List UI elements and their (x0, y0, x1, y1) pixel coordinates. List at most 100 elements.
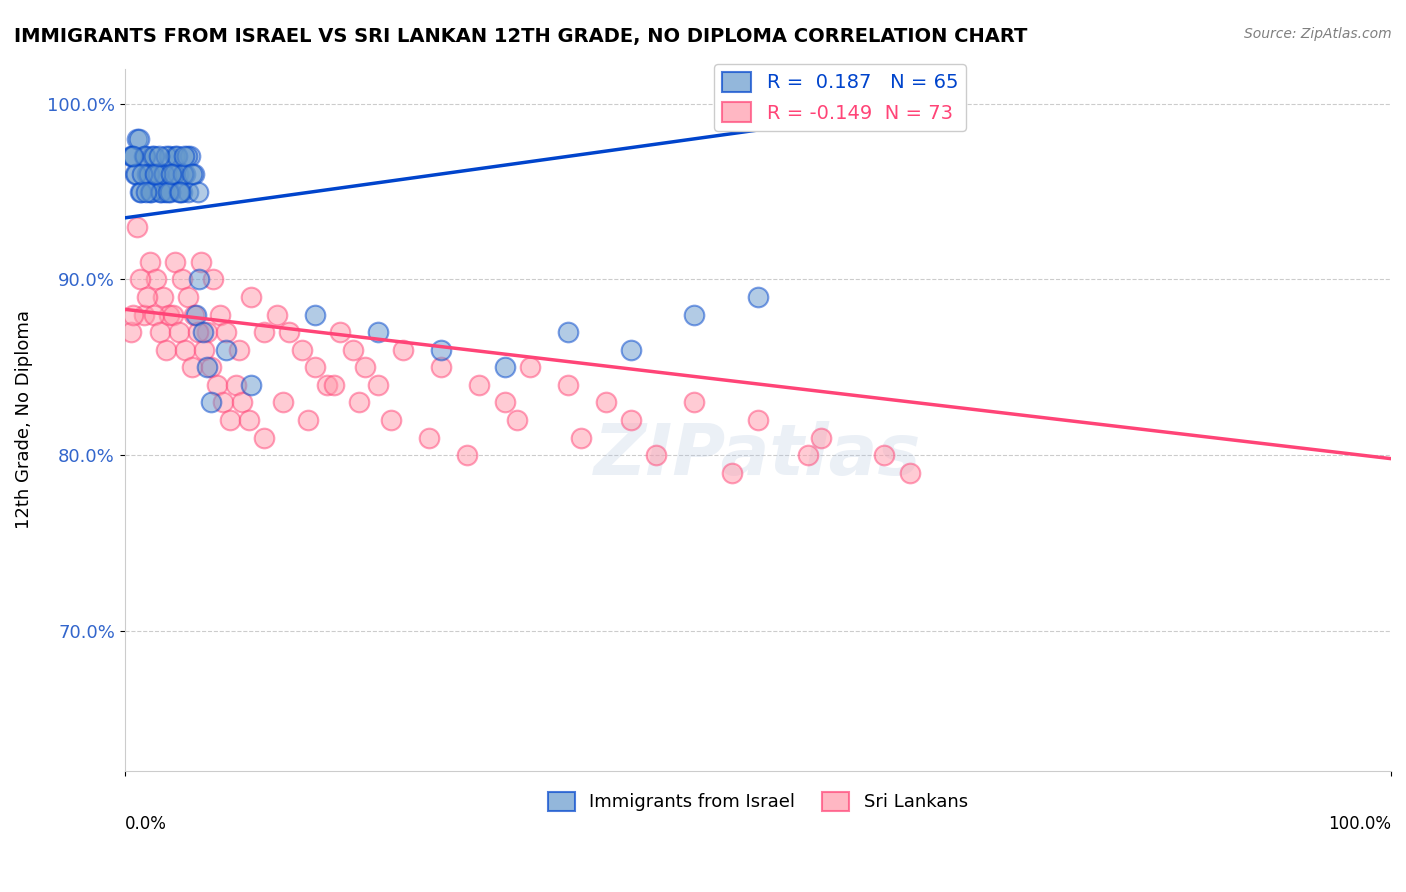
Point (519, 360, 541, 375)
Point (120, 325, 142, 339)
Point (392, 343, 415, 357)
Point (141, 185, 163, 199)
Point (132, 308, 155, 322)
Point (190, 255, 212, 269)
Point (188, 272, 211, 286)
Point (174, 343, 197, 357)
Point (316, 377, 339, 392)
Point (141, 149, 163, 163)
Point (121, 149, 143, 163)
Point (122, 308, 145, 322)
Point (187, 185, 209, 199)
Point (683, 395, 706, 409)
Point (205, 377, 228, 392)
Point (418, 431, 440, 445)
Point (125, 167, 148, 181)
Point (162, 167, 184, 181)
Point (153, 185, 176, 199)
Point (152, 290, 174, 304)
Point (139, 255, 162, 269)
Point (169, 185, 191, 199)
Point (367, 377, 389, 392)
Point (142, 149, 165, 163)
Point (143, 167, 166, 181)
Point (127, 132, 149, 146)
Point (148, 149, 170, 163)
Point (170, 185, 193, 199)
Point (215, 325, 238, 339)
Point (167, 325, 190, 339)
Point (145, 272, 167, 286)
Point (506, 413, 529, 427)
Point (683, 308, 706, 322)
Point (177, 185, 200, 199)
Point (557, 377, 579, 392)
Point (149, 325, 172, 339)
Point (721, 466, 744, 480)
Point (172, 167, 194, 181)
Point (166, 149, 188, 163)
Point (187, 325, 209, 339)
Point (873, 448, 896, 462)
Point (367, 325, 389, 339)
Point (898, 466, 921, 480)
Point (132, 149, 155, 163)
Point (139, 185, 162, 199)
Point (620, 343, 643, 357)
Point (354, 360, 377, 375)
Point (173, 149, 195, 163)
Point (183, 167, 205, 181)
Point (271, 395, 294, 409)
Point (153, 167, 176, 181)
Text: IMMIGRANTS FROM ISRAEL VS SRI LANKAN 12TH GRADE, NO DIPLOMA CORRELATION CHART: IMMIGRANTS FROM ISRAEL VS SRI LANKAN 12T… (14, 27, 1028, 45)
Point (456, 448, 478, 462)
Point (191, 325, 214, 339)
Point (215, 343, 238, 357)
Point (150, 185, 173, 199)
Point (228, 343, 250, 357)
Point (208, 308, 231, 322)
Point (231, 395, 253, 409)
Point (557, 325, 579, 339)
Point (122, 149, 145, 163)
Point (156, 185, 179, 199)
Point (159, 185, 181, 199)
Point (176, 149, 198, 163)
Point (124, 167, 146, 181)
Point (177, 290, 200, 304)
Point (180, 360, 202, 375)
Point (240, 290, 263, 304)
Point (212, 395, 235, 409)
Point (200, 395, 222, 409)
Point (494, 360, 516, 375)
Point (174, 167, 197, 181)
Point (278, 325, 301, 339)
Point (184, 308, 207, 322)
Point (167, 185, 190, 199)
Point (152, 167, 174, 181)
Point (569, 431, 592, 445)
Point (195, 360, 218, 375)
Point (120, 149, 142, 163)
Text: 0.0%: 0.0% (125, 815, 166, 833)
Point (595, 395, 617, 409)
Point (160, 167, 183, 181)
Point (155, 343, 177, 357)
Point (146, 167, 169, 181)
Point (155, 149, 177, 163)
Point (136, 167, 159, 181)
Point (202, 272, 225, 286)
Point (183, 308, 205, 322)
Point (179, 149, 201, 163)
Point (620, 413, 643, 427)
Point (297, 413, 319, 427)
Point (291, 343, 314, 357)
Point (304, 308, 326, 322)
Point (304, 360, 326, 375)
Point (810, 431, 832, 445)
Point (747, 290, 769, 304)
Point (163, 167, 186, 181)
Point (200, 360, 222, 375)
Point (253, 325, 276, 339)
Text: Source: ZipAtlas.com: Source: ZipAtlas.com (1244, 27, 1392, 41)
